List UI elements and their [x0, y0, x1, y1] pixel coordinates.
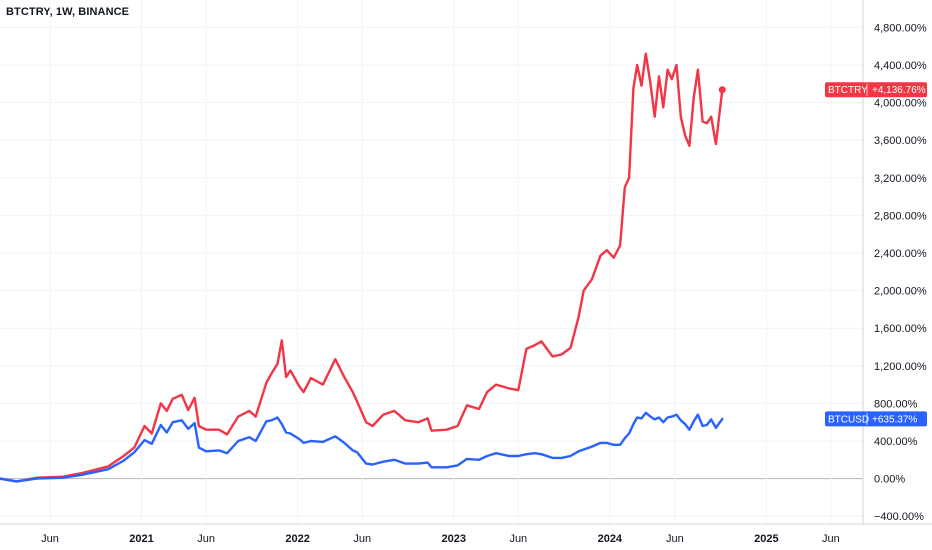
x-tick-label: 2022 [285, 533, 309, 545]
x-tick-label: Jun [822, 533, 840, 545]
y-tick-label: 4,000.00% [874, 98, 927, 110]
y-tick-label: 1,200.00% [874, 361, 927, 373]
time-axis[interactable]: Jun 2021 Jun 2022 Jun 2023 Jun 2024 Jun 2025 Jun [41, 533, 840, 545]
btcusd-tag-value: +635.37% [872, 414, 917, 425]
chart-title: BTCTRY, 1W, BINANCE [6, 6, 130, 18]
btctry-tag-name: BTCTRY [828, 85, 868, 96]
x-tick-label: 2023 [441, 533, 465, 545]
btctry-tag [825, 82, 927, 98]
y-tick-label: 3,600.00% [874, 135, 927, 147]
x-tick-label: Jun [41, 533, 59, 545]
x-tick-label: 2024 [598, 533, 623, 545]
series-tags: BTCTRY +4,136.76% BTCUSD +635.37% [825, 82, 927, 427]
x-tick-label: Jun [509, 533, 527, 545]
y-tick-label: 0.00% [874, 474, 905, 486]
btcusd-tag-name: BTCUSD [828, 414, 869, 425]
x-tick-label: 2025 [754, 533, 778, 545]
grid-layer [0, 0, 863, 524]
y-tick-label: 2,800.00% [874, 210, 927, 222]
y-tick-label: 2,400.00% [874, 248, 927, 260]
y-tick-label: 3,200.00% [874, 173, 927, 185]
x-tick-label: Jun [197, 533, 215, 545]
series-layer [0, 52, 726, 483]
y-tick-label: 1,600.00% [874, 323, 927, 335]
y-tick-label: 4,400.00% [874, 60, 927, 72]
btcusd-tag [825, 411, 927, 427]
y-tick-label: 4,800.00% [874, 22, 927, 34]
btctry-line [0, 52, 724, 483]
y-tick-label: 400.00% [874, 436, 918, 448]
btctry-last-point [718, 86, 726, 94]
x-tick-label: Jun [353, 533, 371, 545]
y-tick-label: −400.00% [874, 511, 924, 523]
y-tick-label: 2,000.00% [874, 286, 927, 298]
btcusd-line [0, 411, 724, 483]
x-tick-label: 2021 [129, 533, 153, 545]
x-tick-label: Jun [666, 533, 684, 545]
price-axis[interactable]: −400.00% 0.00% 400.00% 800.00% 1,200.00% 1,60… [874, 22, 927, 523]
btctry-tag-value: +4,136.76% [872, 85, 926, 96]
y-tick-label: 800.00% [874, 398, 918, 410]
